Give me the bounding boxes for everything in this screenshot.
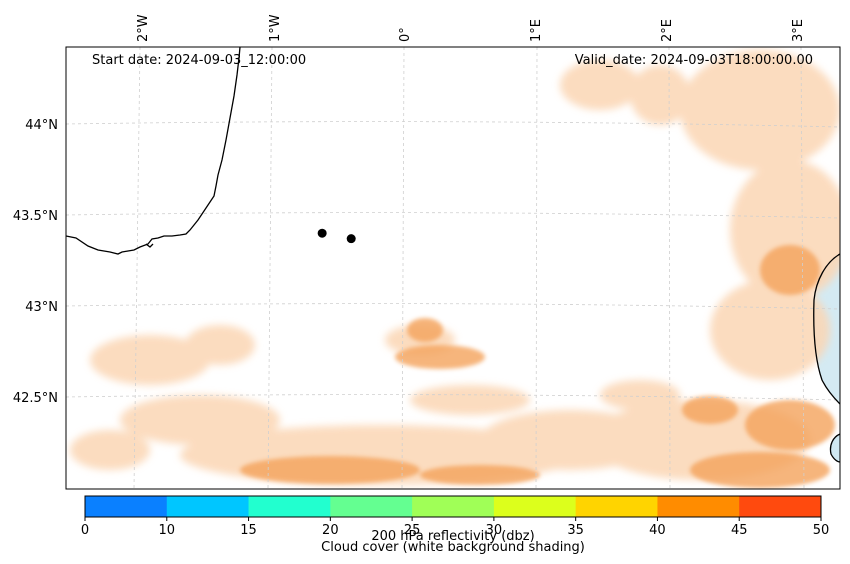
colorbar-segment [248,496,331,517]
colorbar-tick-label: 0 [81,523,89,538]
colorbar-segment [166,496,250,517]
colorbar-label: 200 hPa reflectivity (dbz) [371,529,534,544]
lon-label-0: 0° [398,27,413,42]
lon-label-1w: 1°W [268,14,283,42]
coastline-biscay [66,47,241,255]
colorbar-tick-label: 45 [731,523,748,538]
coastline-south [829,433,840,463]
map-marker-point-2 [346,234,356,244]
lat-label-42-5n: 42.5°N [13,391,58,406]
map-frame [65,46,841,490]
coastline-mediterranean [813,253,840,405]
colorbar-segment [493,496,577,517]
cloud-shading-dense [240,245,835,488]
colorbar-segment [85,496,168,517]
colorbar-frame [84,495,822,518]
colorbar-ticks: 0 10 15 20 25 30 35 40 45 50 [81,517,829,538]
colorbar-tick-label: 10 [159,523,176,538]
valid-date-label: Valid_date: 2024-09-03T18:00:00.00 [575,53,813,68]
lon-label-1e: 1°E [529,19,544,42]
colorbar-tick-label: 40 [649,523,666,538]
colorbar-segment [575,496,658,517]
colorbar-segment [330,496,413,517]
start-date-label: Start date: 2024-09-03_12:00:00 [92,53,306,68]
markers-layer [317,228,356,244]
colorbar-tick-label: 35 [567,523,584,538]
colorbar-tick-label: 20 [322,523,339,538]
coastline-estuary [145,243,154,248]
colorbar-segment [412,496,495,517]
figure-caption: Cloud cover (white background shading) [321,540,585,555]
lon-label-3e: 3°E [791,19,806,42]
colorbar-segment [739,496,822,517]
colorbar-tick-label: 25 [404,523,421,538]
lon-label-2e: 2°E [660,19,675,42]
map-marker-point-1 [317,228,327,238]
colorbar-segment [657,496,740,517]
colorbar-tick-label: 15 [240,523,257,538]
colorbar-tick-label: 50 [813,523,830,538]
colorbar-tick-label: 30 [486,523,503,538]
lat-label-43n: 43°N [25,300,58,315]
lon-label-2w: 2°W [136,14,151,42]
lat-label-44n: 44°N [25,118,58,133]
graticule [66,47,840,489]
colorbar [85,496,822,517]
lat-label-43-5n: 43.5°N [13,209,58,224]
